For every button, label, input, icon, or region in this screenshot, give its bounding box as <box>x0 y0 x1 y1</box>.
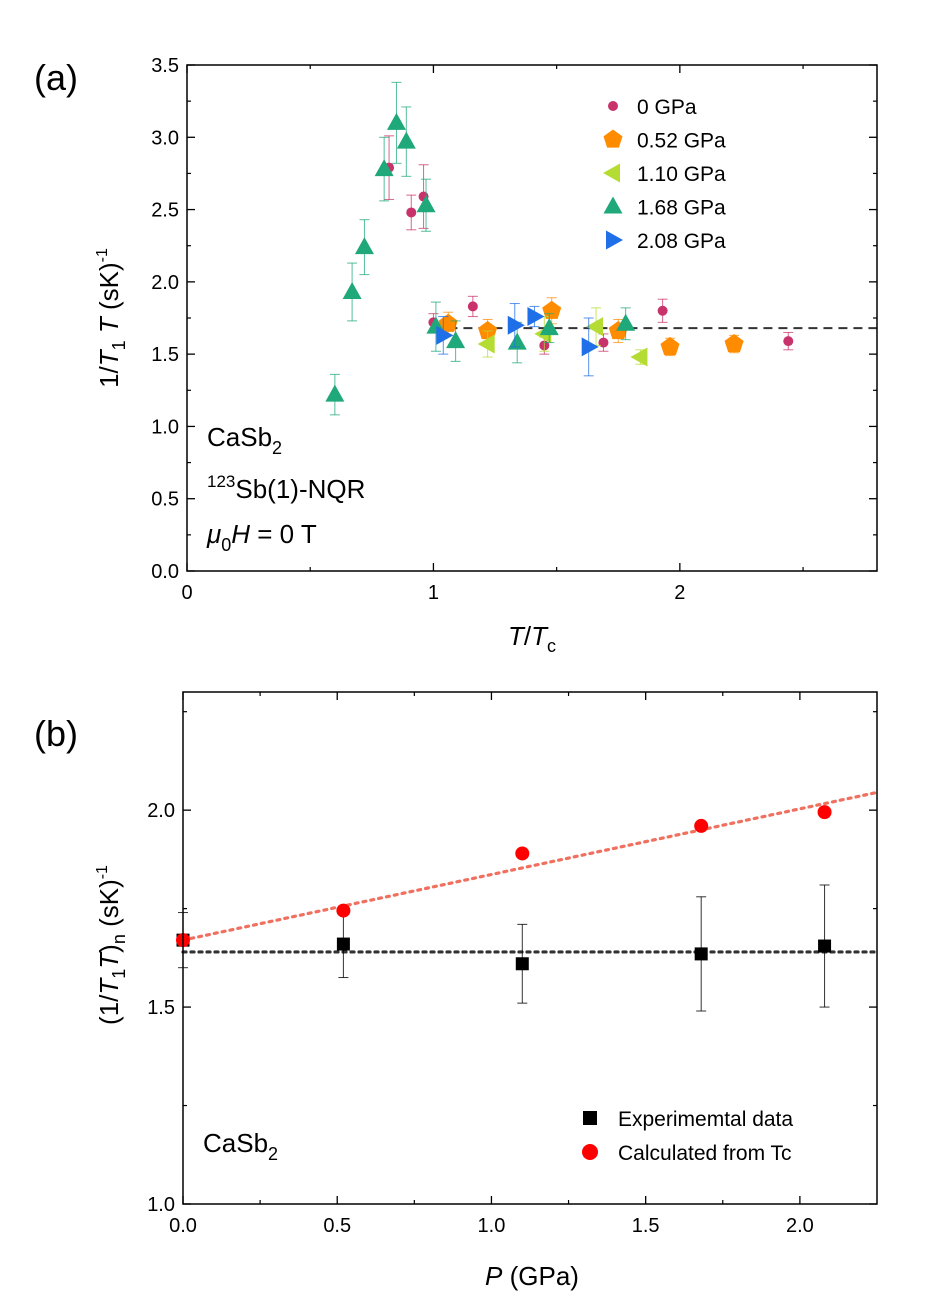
panel-b-ticks: 0.0 0.5 1.0 1.5 2.0 1.0 1.5 2.0 <box>147 692 877 1237</box>
panel-b-frame <box>182 691 878 1205</box>
data-point <box>386 112 406 130</box>
y-tick-label: 2.0 <box>147 800 175 822</box>
panel-b-x-axis-title: P (GPa) <box>485 1261 579 1291</box>
data-point <box>817 805 832 820</box>
data-point <box>724 334 744 353</box>
data-point <box>406 207 417 218</box>
y-tick-label: 3.5 <box>151 55 179 77</box>
data-point <box>396 131 416 149</box>
panel-a: (a) 0 1 2 0.0 0.5 1.0 1.5 2.0 2.5 3.0 3.5 0 GPa 0.5… <box>34 55 878 656</box>
y-tick-label: 2.5 <box>151 200 179 222</box>
y-tick-label: 0.0 <box>151 561 179 583</box>
series-experimemtal-data <box>176 884 832 1012</box>
panel-b-plot-area <box>176 790 879 1012</box>
data-point <box>515 957 529 971</box>
data-point <box>477 334 495 354</box>
x-tick-label: 2 <box>674 582 685 604</box>
data-point <box>436 325 454 345</box>
panel-a-field-annotation: μ0H = 0 T <box>206 519 317 555</box>
legend-marker <box>603 196 623 214</box>
y-tick-label: 2.0 <box>151 272 179 294</box>
legend-label: 0 GPa <box>637 96 697 119</box>
series-2-08-gpa <box>436 303 599 377</box>
data-point <box>539 318 559 336</box>
data-point <box>527 307 545 327</box>
panel-a-x-axis-title: T/Tc <box>508 621 556 656</box>
panel-a-legend: 0 GPa 0.52 GPa 1.10 GPa 1.68 GPa 2.08 GPa <box>603 96 726 253</box>
data-point <box>598 337 609 348</box>
legend-label: Experimemtal data <box>618 1108 793 1131</box>
panel-b-label: (b) <box>34 713 78 754</box>
panel-a-compound-annotation: CaSb2 <box>207 422 282 458</box>
data-point <box>374 159 394 177</box>
panel-b-legend: Experimemtal data Calculated from Tc <box>582 1108 793 1165</box>
fit-line <box>181 790 879 942</box>
legend-marker <box>603 129 623 148</box>
panel-a-y-axis-title: 1/T1 T (sK)-1 <box>94 248 129 388</box>
legend-label: Calculated from Tc <box>618 1142 792 1165</box>
data-point <box>336 903 351 918</box>
y-tick-label: 1.0 <box>147 1194 175 1216</box>
data-point <box>446 331 466 349</box>
legend-marker <box>603 163 620 183</box>
legend-label: 1.10 GPa <box>637 163 726 186</box>
panel-b-compound-annotation: CaSb2 <box>203 1128 278 1164</box>
legend-marker <box>606 230 623 250</box>
x-tick-label: 0.0 <box>169 1215 197 1237</box>
data-point <box>818 939 832 953</box>
legend-marker <box>608 101 618 111</box>
data-point <box>783 336 794 347</box>
data-point <box>325 384 345 402</box>
data-point <box>694 818 709 833</box>
x-tick-label: 2.0 <box>786 1215 814 1237</box>
data-point <box>657 305 668 316</box>
data-point <box>507 315 525 335</box>
y-tick-label: 1.5 <box>151 344 179 366</box>
legend-marker <box>582 1144 598 1160</box>
legend-marker <box>583 1111 597 1125</box>
data-point <box>478 321 498 340</box>
data-point <box>694 947 708 961</box>
series-calculated-from-tc <box>176 805 832 948</box>
y-tick-label: 1.0 <box>151 416 179 438</box>
panel-b-y-axis-title: (1/T1T)n (sK)-1 <box>94 865 129 1025</box>
x-tick-label: 1 <box>428 582 439 604</box>
panel-b: (b) 0.0 0.5 1.0 1.5 2.0 1.0 1.5 2.0 Experimemta… <box>34 691 879 1291</box>
data-point <box>542 300 562 319</box>
data-point <box>336 937 350 951</box>
y-tick-label: 3.0 <box>151 127 179 149</box>
data-point <box>507 332 527 350</box>
data-point <box>342 281 362 299</box>
data-point <box>354 237 374 255</box>
x-tick-label: 1.5 <box>632 1215 660 1237</box>
panel-a-plot-area <box>325 81 877 416</box>
panel-a-label: (a) <box>34 57 78 98</box>
panel-a-ticks: 0 1 2 0.0 0.5 1.0 1.5 2.0 2.5 3.0 3.5 <box>151 55 877 604</box>
data-point <box>616 313 636 331</box>
legend-label: 0.52 GPa <box>637 130 726 153</box>
data-point <box>581 337 599 357</box>
data-point <box>630 347 648 367</box>
panel-a-method-annotation: 123Sb(1)-NQR <box>207 472 365 504</box>
data-point <box>515 846 530 861</box>
y-tick-label: 1.5 <box>147 997 175 1019</box>
data-point <box>586 317 604 337</box>
data-point <box>660 336 680 355</box>
legend-label: 1.68 GPa <box>637 197 726 220</box>
x-tick-label: 1.0 <box>478 1215 506 1237</box>
x-tick-label: 0 <box>181 582 192 604</box>
x-tick-label: 0.5 <box>323 1215 351 1237</box>
y-tick-label: 0.5 <box>151 489 179 511</box>
data-point <box>467 301 478 312</box>
legend-label: 2.08 GPa <box>637 230 726 253</box>
data-point <box>416 195 436 213</box>
